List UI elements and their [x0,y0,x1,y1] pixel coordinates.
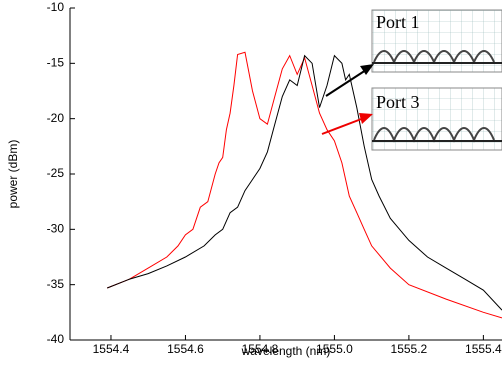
insets: Port 1 Port 3 [322,10,502,150]
annotation: Port 1 [376,12,420,32]
y-tick-label: -25 [47,166,65,180]
y-tick-label: -15 [47,56,65,70]
chart: -40-35-30-25-20-15-101554.41554.61554.81… [0,0,502,363]
y-tick-label: -10 [47,0,65,14]
arrow [326,70,366,96]
x-tick-label: 1554.4 [93,342,130,356]
y-tick-label: -40 [47,332,65,346]
arrow-head [359,113,373,124]
x-tick-label: 1554.6 [167,342,204,356]
y-axis-label: power (dBm) [6,140,20,209]
annotation: Port 3 [376,92,420,112]
arrow [322,118,364,134]
y-tick-label: -30 [47,222,65,236]
x-tick-label: 1555.4 [465,342,502,356]
x-axis-label: wavelength (nm) [241,344,331,358]
y-tick-label: -35 [47,277,65,291]
y-tick-label: -20 [47,111,65,125]
x-tick-label: 1555.2 [391,342,428,356]
